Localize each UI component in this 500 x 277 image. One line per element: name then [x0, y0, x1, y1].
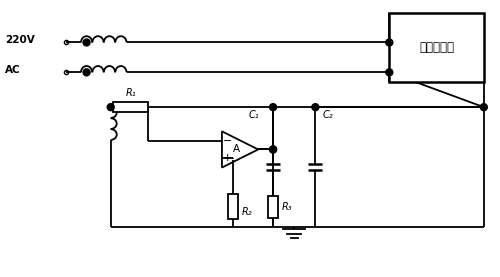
Bar: [228, 194, 237, 219]
Circle shape: [386, 39, 393, 46]
Text: C₂: C₂: [323, 110, 334, 120]
Circle shape: [386, 69, 393, 76]
Text: AC: AC: [5, 65, 21, 75]
Bar: [268, 196, 278, 218]
Circle shape: [107, 104, 114, 111]
Circle shape: [312, 104, 319, 111]
Text: A: A: [232, 144, 239, 155]
Text: +: +: [223, 153, 232, 163]
Text: R₃: R₃: [282, 202, 292, 212]
Circle shape: [83, 69, 90, 76]
Bar: [113, 102, 148, 112]
Circle shape: [480, 104, 488, 111]
Circle shape: [270, 146, 276, 153]
Circle shape: [270, 104, 276, 111]
Text: −: −: [223, 136, 232, 146]
Text: C₁: C₁: [248, 110, 259, 120]
Bar: [390, 13, 484, 82]
Text: 220V: 220V: [5, 35, 35, 45]
Circle shape: [270, 146, 276, 153]
Circle shape: [83, 39, 90, 46]
Text: R₁: R₁: [126, 88, 136, 98]
Text: R₂: R₂: [242, 207, 252, 217]
Text: 噪声源设备: 噪声源设备: [419, 41, 454, 54]
